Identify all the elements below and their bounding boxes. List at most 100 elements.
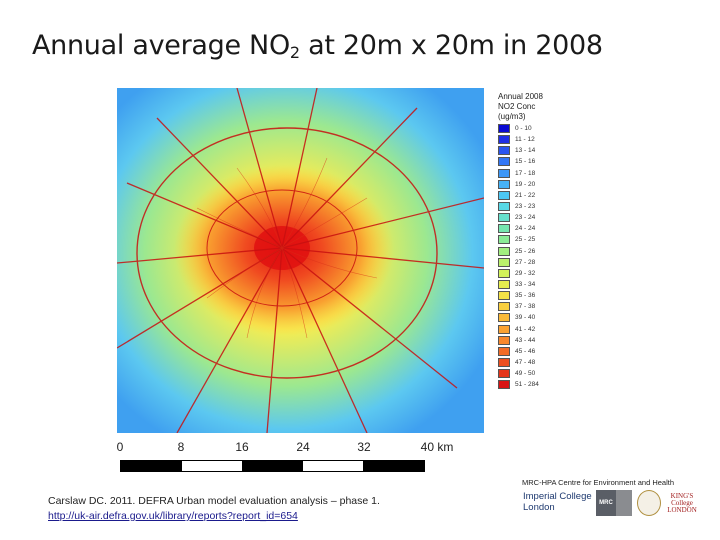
legend: Annual 2008 NO2 Conc (ug/m3) 0 - 10 11 - …: [498, 92, 558, 390]
legend-title: Annual 2008 NO2 Conc: [498, 92, 543, 111]
legend-swatch: [498, 280, 510, 290]
legend-item: 41 - 42: [498, 324, 558, 335]
seal-logo: [637, 490, 661, 516]
legend-swatch: [498, 335, 510, 345]
legend-item: 43 - 44: [498, 335, 558, 346]
no2-concentration-map: [117, 88, 484, 433]
legend-swatch: [498, 313, 510, 323]
legend-item: 25 - 26: [498, 246, 558, 257]
scale-segments: [120, 460, 425, 472]
legend-label: 25 - 25: [515, 236, 536, 244]
legend-item: 29 - 32: [498, 268, 558, 279]
legend-item: 33 - 34: [498, 279, 558, 290]
scale-segment: [242, 461, 303, 471]
legend-swatch: [498, 213, 510, 223]
legend-item: 37 - 38: [498, 301, 558, 312]
legend-label: 23 - 23: [515, 203, 536, 211]
scale-tick-label: 8: [177, 440, 185, 454]
legend-items: 0 - 10 11 - 12 13 - 14 15 - 16 17 - 18 19 - 2…: [498, 123, 558, 390]
legend-swatch: [498, 202, 510, 212]
scale-segment: [363, 461, 424, 471]
legend-item: 15 - 16: [498, 156, 558, 167]
legend-swatch: [498, 346, 510, 356]
hpa-logo: [616, 490, 632, 516]
scale-tick-label: 0: [116, 440, 124, 454]
legend-swatch: [498, 179, 510, 189]
legend-label: 27 - 28: [515, 258, 536, 266]
scale-segment: [302, 461, 364, 471]
legend-item: 21 - 22: [498, 190, 558, 201]
legend-label: 17 - 18: [515, 169, 536, 177]
pollution-heatmap: [117, 88, 484, 433]
legend-swatch: [498, 190, 510, 200]
legend-label: 25 - 26: [515, 247, 536, 255]
legend-item: 0 - 10: [498, 123, 558, 134]
legend-item: 24 - 24: [498, 223, 558, 234]
scale-segment: [181, 461, 243, 471]
legend-label: 43 - 44: [515, 336, 536, 344]
legend-item: 11 - 12: [498, 134, 558, 145]
legend-label: 35 - 36: [515, 292, 536, 300]
scale-bar: 0 8 16 24 32 40 km: [117, 440, 462, 480]
legend-label: 41 - 42: [515, 325, 536, 333]
citation: Carslaw DC. 2011. DEFRA Urban model eval…: [48, 494, 380, 524]
kings-college-logo: KING'S College LONDON: [665, 490, 699, 516]
legend-label: 37 - 38: [515, 303, 536, 311]
legend-item: 35 - 36: [498, 290, 558, 301]
legend-swatch: [498, 369, 510, 379]
legend-item: 27 - 28: [498, 257, 558, 268]
legend-item: 23 - 24: [498, 212, 558, 223]
legend-label: 49 - 50: [515, 370, 536, 378]
centre-name: MRC-HPA Centre for Environment and Healt…: [522, 478, 675, 487]
legend-swatch: [498, 324, 510, 334]
legend-label: 11 - 12: [515, 136, 535, 144]
scale-tick-label: 32: [357, 440, 371, 454]
legend-swatch: [498, 124, 510, 134]
slide-title: Annual average NO2 at 20m x 20m in 2008: [32, 30, 603, 62]
legend-swatch: [498, 246, 510, 256]
legend-item: 47 - 48: [498, 357, 558, 368]
legend-swatch: [498, 380, 510, 390]
legend-swatch: [498, 358, 510, 368]
legend-swatch: [498, 157, 510, 167]
legend-label: 45 - 46: [515, 347, 536, 355]
legend-label: 51 - 284: [515, 381, 539, 389]
legend-item: 23 - 23: [498, 201, 558, 212]
scale-tick-label: 16: [235, 440, 249, 454]
legend-label: 21 - 22: [515, 191, 536, 199]
legend-item: 39 - 40: [498, 312, 558, 323]
citation-link[interactable]: http://uk-air.defra.gov.uk/library/repor…: [48, 510, 298, 522]
legend-item: 17 - 18: [498, 168, 558, 179]
road-network: [117, 88, 484, 433]
imperial-college-logo: Imperial College London: [523, 491, 592, 513]
legend-item: 19 - 20: [498, 179, 558, 190]
legend-label: 0 - 10: [515, 125, 532, 133]
legend-item: 51 - 284: [498, 379, 558, 390]
legend-label: 33 - 34: [515, 281, 536, 289]
legend-label: 23 - 24: [515, 214, 536, 222]
legend-swatch: [498, 135, 510, 145]
citation-text: Carslaw DC. 2011. DEFRA Urban model eval…: [48, 495, 380, 507]
legend-swatch: [498, 302, 510, 312]
legend-label: 39 - 40: [515, 314, 536, 322]
legend-label: 19 - 20: [515, 180, 536, 188]
legend-item: 49 - 50: [498, 368, 558, 379]
legend-label: 24 - 24: [515, 225, 536, 233]
scale-tick-label: 24: [296, 440, 310, 454]
title-subscript: 2: [289, 43, 300, 62]
scale-segment: [121, 461, 182, 471]
legend-label: 15 - 16: [515, 158, 536, 166]
minor-roads: [196, 157, 378, 339]
legend-label: 29 - 32: [515, 269, 536, 277]
legend-swatch: [498, 146, 510, 156]
legend-swatch: [498, 168, 510, 178]
legend-swatch: [498, 257, 510, 267]
legend-unit: (ug/m3): [498, 112, 526, 121]
legend-swatch: [498, 235, 510, 245]
mrc-logo: MRC: [596, 490, 616, 516]
legend-swatch: [498, 291, 510, 301]
legend-swatch: [498, 224, 510, 234]
legend-item: 45 - 46: [498, 346, 558, 357]
legend-label: 47 - 48: [515, 359, 536, 367]
legend-item: 13 - 14: [498, 145, 558, 156]
